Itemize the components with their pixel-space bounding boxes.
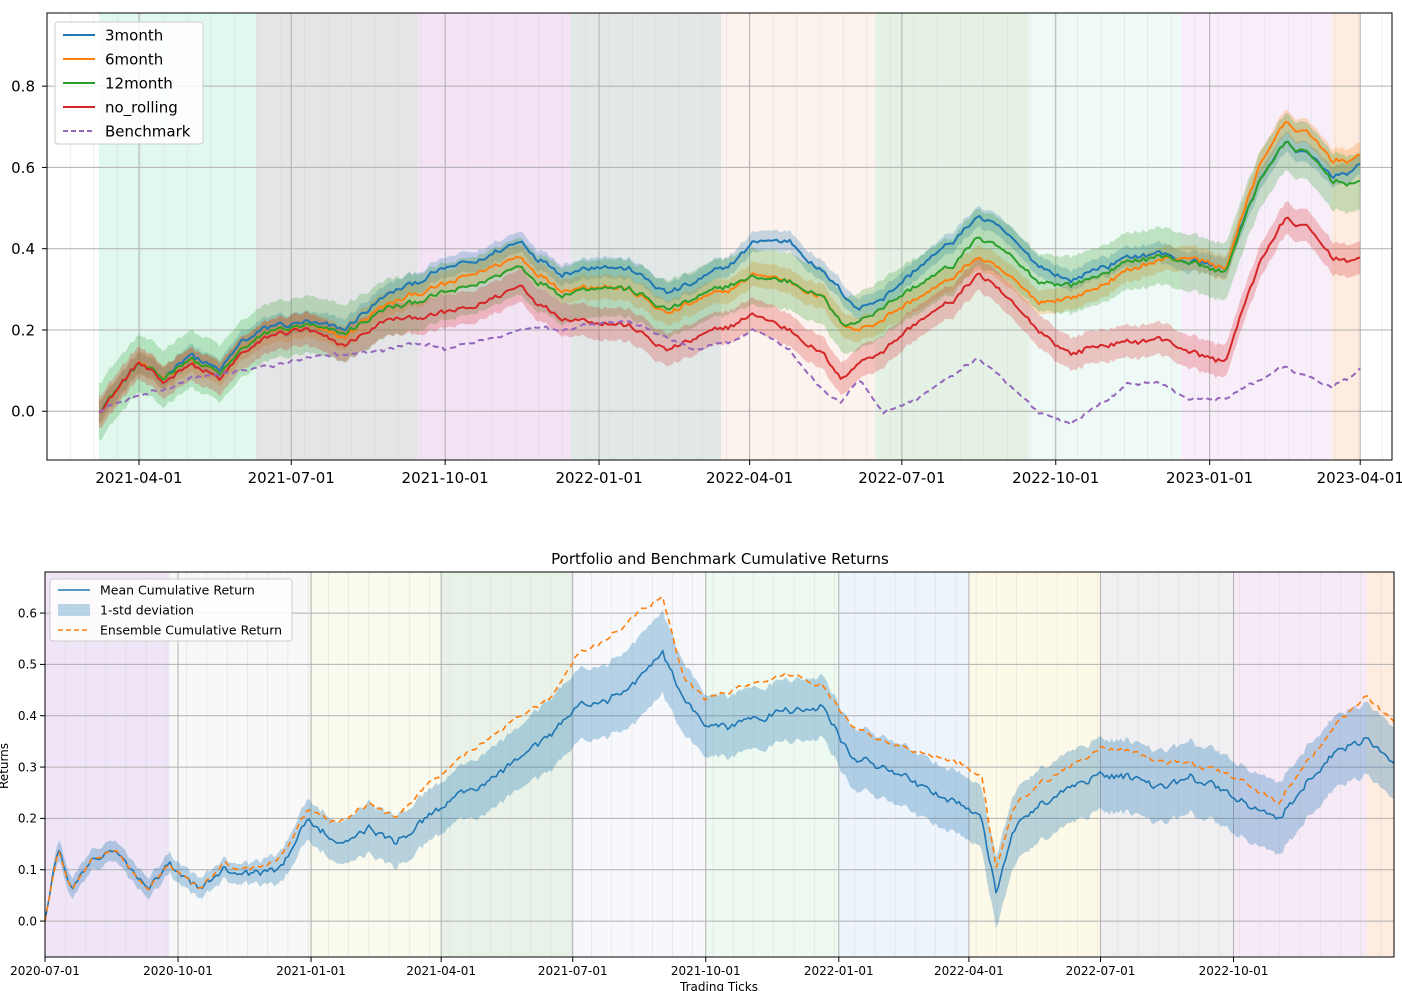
y-tick-label: 0.0	[11, 403, 35, 421]
x-tick-label: 2022-01-01	[804, 964, 874, 978]
x-tick-label: 2021-10-01	[671, 964, 741, 978]
x-tick-label: 2021-01-01	[276, 964, 346, 978]
y-tick-label: 0.1	[18, 863, 37, 877]
plot-frame	[44, 571, 1395, 958]
series-line-mean-cumulative-return	[44, 649, 1395, 922]
legend-label: no_rolling	[105, 98, 178, 117]
x-tick-label: 2022-04-01	[706, 469, 793, 487]
regime-band	[570, 13, 722, 460]
regime-band	[256, 13, 419, 460]
legend-label: Benchmark	[105, 122, 191, 140]
legend-frame	[49, 578, 293, 642]
y-axis-label: Returns	[0, 743, 11, 789]
regime-band	[838, 572, 969, 957]
x-axis-label: Trading Ticks	[679, 980, 758, 991]
x-tick-label: 2021-10-01	[402, 469, 489, 487]
legend: 3month 6month 12month no_rolling Benchmark	[54, 21, 204, 145]
regime-band	[1366, 572, 1394, 957]
series-bands	[45, 609, 1394, 929]
series-line-3month	[98, 140, 1361, 413]
y-tick-label: 0.6	[11, 159, 35, 177]
x-tick-label: 2022-07-01	[1066, 964, 1136, 978]
series-line-no-rolling	[98, 216, 1361, 414]
x-axis-ticks: 2020-07-01 2020-10-01 2021-01-01 2021-04-01…	[10, 957, 1268, 978]
legend: Mean Cumulative Return 1-std deviation Ens…	[49, 578, 293, 642]
x-tick-label: 2021-07-01	[538, 964, 608, 978]
regime-band	[705, 572, 839, 957]
x-tick-label: 2023-01-01	[1166, 469, 1253, 487]
series-band-mean-cumulative-return	[45, 609, 1394, 929]
x-tick-label: 2021-07-01	[248, 469, 335, 487]
y-tick-label: 0.2	[18, 812, 37, 826]
x-tick-label: 2022-10-01	[1012, 469, 1099, 487]
series-band-no-rolling	[98, 201, 1361, 429]
regime-band	[1331, 13, 1361, 460]
x-tick-label: 2021-04-01	[95, 469, 182, 487]
legend-label: 3month	[105, 26, 163, 44]
y-tick-label: 0.2	[11, 321, 35, 339]
legend-label: Mean Cumulative Return	[100, 583, 255, 598]
x-tick-label: 2021-04-01	[406, 964, 476, 978]
x-tick-label: 2020-10-01	[143, 964, 213, 978]
background-bands	[98, 13, 1361, 460]
background-bands	[45, 572, 1394, 957]
regime-band	[875, 13, 1029, 460]
legend-label: Ensemble Cumulative Return	[100, 623, 282, 638]
chart-title: Portfolio and Benchmark Cumulative Retur…	[551, 550, 889, 568]
x-tick-label: 2023-04-01	[1317, 469, 1402, 487]
y-tick-label: 0.4	[11, 240, 35, 258]
y-tick-label: 0.8	[11, 78, 35, 96]
y-axis-ticks: 0.0 0.2 0.4 0.6 0.8	[11, 78, 47, 421]
regime-band	[418, 13, 571, 460]
regime-band	[1181, 13, 1332, 460]
series-lines	[44, 596, 1395, 922]
regime-band	[721, 13, 876, 460]
x-tick-label: 2022-04-01	[934, 964, 1004, 978]
series-band-3month	[98, 131, 1361, 422]
x-axis-ticks: 2021-04-01 2021-07-01 2021-10-01 2022-01-01…	[95, 460, 1402, 487]
legend-label: 12month	[105, 74, 173, 92]
x-tick-label: 2022-01-01	[555, 469, 642, 487]
x-tick-label: 2020-07-01	[10, 964, 80, 978]
series-line-ensemble-cumulative-return	[44, 596, 1395, 922]
regime-band	[1028, 13, 1182, 460]
legend-frame	[54, 21, 204, 145]
regime-band	[309, 572, 442, 957]
legend-swatch	[58, 604, 90, 616]
series-line-12month	[98, 140, 1361, 413]
series-band-12month	[98, 113, 1361, 441]
plot-frame	[46, 12, 1393, 461]
x-tick-label: 2022-10-01	[1199, 964, 1269, 978]
legend-label: 1-std deviation	[100, 603, 194, 618]
y-tick-label: 0.3	[18, 760, 37, 774]
y-tick-label: 0.4	[18, 709, 37, 723]
chart-top: 2021-04-01 2021-07-01 2021-10-01 2022-01-01…	[11, 12, 1402, 487]
series-lines	[98, 121, 1361, 426]
series-bands	[98, 110, 1361, 441]
y-axis-ticks: 0.0 0.1 0.2 0.3 0.4 0.5 0.6	[18, 606, 45, 928]
regime-band	[968, 572, 1101, 957]
y-tick-label: 0.6	[18, 606, 37, 620]
grid	[46, 13, 1392, 460]
y-tick-label: 0.0	[18, 914, 37, 928]
legend-label: 6month	[105, 50, 163, 68]
regime-band	[572, 572, 706, 957]
chart-bottom: Portfolio and Benchmark Cumulative Retur…	[0, 550, 1395, 991]
series-line-benchmark	[98, 320, 1361, 426]
x-tick-label: 2022-07-01	[858, 469, 945, 487]
y-tick-label: 0.5	[18, 658, 37, 672]
